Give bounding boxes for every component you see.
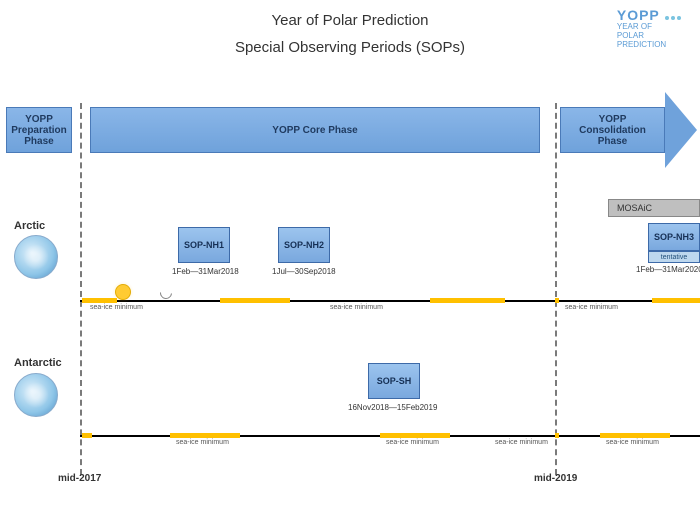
sop-box-nh2: SOP-NH2	[278, 227, 330, 263]
sop-date-sh: 16Nov2018—15Feb2019	[348, 403, 437, 412]
arrow-head-icon	[665, 92, 697, 168]
logo-dots-icon	[664, 14, 682, 23]
sop-tentative-nh3: tentative	[648, 251, 700, 263]
sea-ice-seg	[380, 433, 450, 438]
region-label-antarctic: Antarctic	[14, 357, 62, 369]
timeline-chart: YOPPPreparationPhase YOPP Core Phase YOPPC…	[0, 95, 700, 515]
phase-divider-1	[555, 103, 557, 475]
phase-prep: YOPPPreparationPhase	[6, 107, 72, 153]
logo-text: YOPP	[617, 7, 660, 23]
sea-ice-label: sea-ice minimum	[90, 304, 143, 311]
sop-date-nh3: 1Feb—31Mar2020	[636, 265, 700, 274]
page-subtitle: Special Observing Periods (SOPs)	[0, 29, 700, 56]
sop-date-nh2: 1Jul—30Sep2018	[272, 267, 336, 276]
sea-ice-label: sea-ice minimum	[330, 304, 383, 311]
sun-icon	[116, 285, 130, 299]
sea-ice-seg	[555, 298, 559, 303]
sea-ice-seg	[430, 298, 505, 303]
sea-ice-seg	[652, 298, 700, 303]
globe-icon-antarctic	[14, 373, 58, 417]
sop-box-nh1: SOP-NH1	[178, 227, 230, 263]
phase-core: YOPP Core Phase	[90, 107, 540, 153]
sea-ice-seg	[82, 433, 92, 438]
logo-sub-2: POLAR	[617, 31, 644, 40]
sop-box-nh3: SOP-NH3	[648, 223, 700, 251]
sea-ice-label: sea-ice minimum	[565, 304, 618, 311]
sop-date-nh1: 1Feb—31Mar2018	[172, 267, 239, 276]
phase-divider-0	[80, 103, 82, 475]
sea-ice-label: sea-ice minimum	[386, 439, 439, 446]
track-antarctic: sea-ice minimumsea-ice minimumsea-ice mi…	[80, 435, 700, 437]
axis-label-1: mid-2019	[534, 473, 577, 484]
phase-consol: YOPPConsolidationPhase	[560, 107, 665, 153]
moon-icon	[158, 285, 175, 302]
sea-ice-label: sea-ice minimum	[176, 439, 229, 446]
yopp-logo: YOPP YEAR OF POLAR PREDICTION	[617, 8, 682, 50]
sea-ice-seg	[220, 298, 290, 303]
sea-ice-label: sea-ice minimum	[495, 439, 548, 446]
logo-sub-1: YEAR OF	[617, 22, 652, 31]
mosaic-bar: MOSAiC	[608, 199, 700, 217]
sea-ice-seg	[600, 433, 670, 438]
track-arctic: sea-ice minimumsea-ice minimumsea-ice mi…	[80, 300, 700, 302]
sea-ice-label: sea-ice minimum	[606, 439, 659, 446]
axis-label-0: mid-2017	[58, 473, 101, 484]
logo-sub-3: PREDICTION	[617, 40, 666, 49]
page-title: Year of Polar Prediction	[0, 0, 700, 29]
sea-ice-seg	[555, 433, 559, 438]
sop-box-sh: SOP-SH	[368, 363, 420, 399]
sea-ice-seg	[82, 298, 117, 303]
region-label-arctic: Arctic	[14, 220, 45, 232]
globe-icon-arctic	[14, 235, 58, 279]
sea-ice-seg	[170, 433, 240, 438]
